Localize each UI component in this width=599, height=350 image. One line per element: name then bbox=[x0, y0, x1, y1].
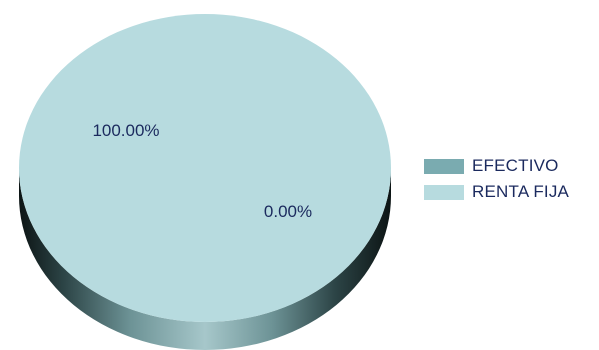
legend-item-renta-fija: RENTA FIJA bbox=[424, 180, 569, 204]
legend-label-renta-fija: RENTA FIJA bbox=[472, 182, 570, 201]
chart-legend: EFECTIVO RENTA FIJA bbox=[424, 154, 569, 206]
legend-item-efectivo: EFECTIVO bbox=[424, 154, 569, 178]
pie-slice-renta-fija bbox=[19, 14, 391, 322]
legend-label-efectivo: EFECTIVO bbox=[472, 156, 559, 175]
legend-swatch-renta-fija bbox=[424, 184, 464, 200]
slice-label-efectivo: 0.00% bbox=[264, 202, 312, 221]
legend-swatch-efectivo bbox=[424, 158, 464, 174]
pie-depth-side bbox=[19, 168, 391, 350]
slice-label-renta-fija: 100.00% bbox=[92, 121, 159, 140]
